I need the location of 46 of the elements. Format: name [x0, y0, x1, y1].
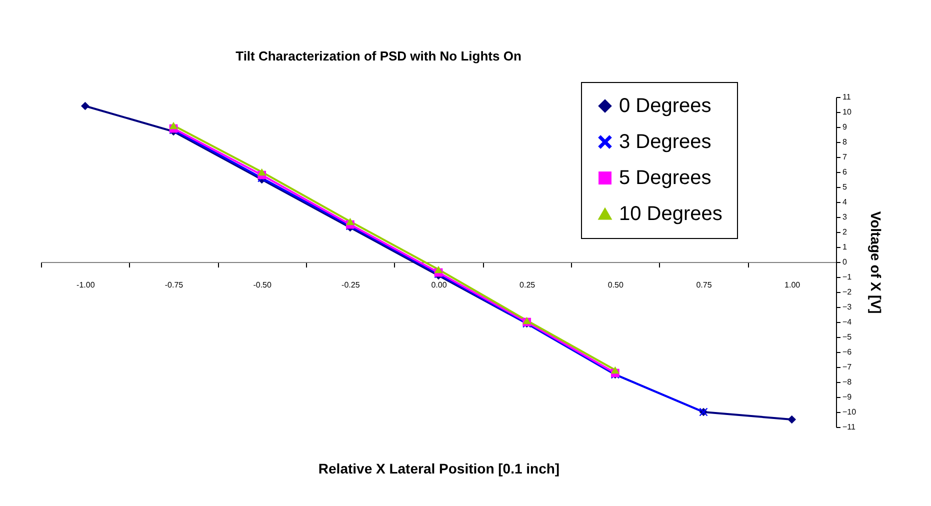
- y-tick-label: −11: [842, 422, 856, 432]
- y-tick-label: 9: [842, 122, 848, 132]
- x-tick-label: -0.50: [253, 280, 272, 290]
- point: [258, 168, 266, 176]
- point: [169, 122, 178, 130]
- x-tick-label: 0.75: [696, 280, 712, 290]
- point: [346, 218, 354, 226]
- x-axis-title: Relative X Lateral Position [0.1 inch]: [318, 460, 560, 476]
- y-tick-label: 0: [842, 258, 848, 266]
- y-axis-title: Voltage of X [V]: [868, 211, 884, 314]
- x-tick-label: -1.00: [76, 280, 96, 290]
- legend-label: 3 Degrees: [619, 131, 712, 153]
- y-tick-label: −9: [842, 392, 852, 402]
- y-tick-label: −7: [842, 362, 852, 372]
- y-tick-label: 1: [842, 242, 848, 252]
- x-tick-label: 0.25: [520, 280, 536, 290]
- y-tick-label: 5: [842, 182, 848, 192]
- x-tick-label: 0.00: [431, 280, 448, 290]
- chart-title: Tilt Characterization of PSD with No Lights On: [236, 48, 522, 64]
- y-tick-label: 3: [842, 212, 848, 222]
- point: [434, 266, 443, 274]
- point: [788, 415, 796, 424]
- y-tick-label: 8: [842, 138, 848, 146]
- x-tick-label: 1.00: [784, 280, 801, 290]
- legend-label: 0 Degrees: [619, 95, 712, 117]
- y-tick-label: 4: [842, 198, 848, 206]
- y-tick-label: −2: [842, 288, 852, 296]
- y-tick-label: 7: [842, 152, 848, 162]
- y-tick-label: −3: [842, 302, 852, 312]
- legend-label: 5 Degrees: [619, 167, 712, 189]
- x-tick-label: -0.75: [164, 280, 184, 290]
- y-tick-label: 2: [842, 228, 848, 236]
- point: [80, 102, 90, 110]
- legend-label: 10 Degrees: [619, 203, 722, 225]
- point: [610, 366, 620, 374]
- y-tick-label: −4: [842, 318, 852, 326]
- y-tick-label: 10: [842, 108, 852, 116]
- x-tick-label: 0.50: [608, 280, 624, 290]
- y-tick-label: −8: [842, 378, 852, 386]
- y-tick-label: −10: [842, 408, 857, 416]
- x-tick-label: -0.25: [342, 280, 360, 290]
- y-tick-label: −5: [842, 332, 852, 342]
- y-tick-label: 11: [842, 92, 852, 102]
- y-tick-label: −1: [842, 272, 852, 282]
- y-tick-label: 6: [842, 168, 848, 176]
- y-tick-label: −6: [842, 348, 852, 356]
